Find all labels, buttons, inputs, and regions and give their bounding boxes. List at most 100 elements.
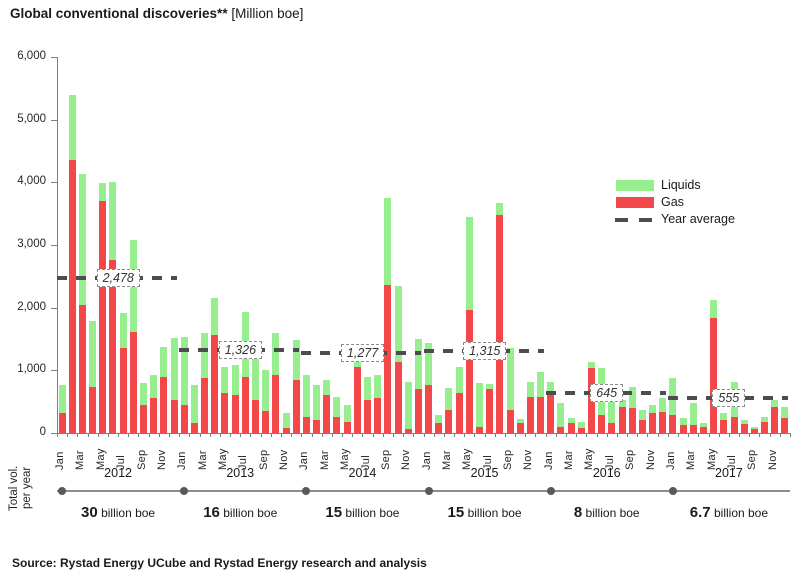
bar-liquids-2016-Mar (567, 418, 575, 424)
x-axis-tick (382, 433, 384, 437)
bar-liquids-2012-May (99, 182, 107, 202)
bar-liquids-2015-Sep (506, 348, 514, 411)
y-axis-tick-label: 2,000 (17, 300, 46, 313)
bar-gas-2015-May (465, 310, 473, 433)
legend-swatch-year-average (615, 218, 655, 222)
bar-liquids-2013-Feb (190, 385, 198, 424)
bar-liquids-2016-Jul (608, 388, 616, 424)
bar-gas-2016-Feb (557, 426, 565, 433)
x-axis-tick (576, 433, 578, 437)
bar-gas-2013-Jun (231, 395, 239, 433)
year-average-label-2013: 1,326 (218, 340, 263, 359)
bar-liquids-2017-Oct (761, 416, 769, 422)
year-average-label-2014: 1,277 (340, 343, 385, 362)
bar-liquids-2015-Apr (455, 366, 463, 394)
x-axis-tick (331, 433, 333, 437)
x-axis-tick (688, 433, 690, 437)
x-axis-tick (423, 433, 425, 437)
bar-gas-2017-Dec (781, 418, 789, 433)
side-axis-label: Total vol. per year (8, 452, 34, 524)
bar-liquids-2014-Mar (323, 380, 331, 396)
x-axis-tick (566, 433, 568, 437)
x-axis-tick (739, 433, 741, 437)
year-total-2013: 16 billion boe (179, 504, 301, 521)
y-axis-tick-label: 1,000 (17, 363, 46, 376)
bar-gas-2013-Sep (262, 411, 270, 433)
bar-gas-2013-Oct (272, 375, 280, 433)
bar-gas-2013-Nov (282, 428, 290, 433)
source-note: Source: Rystad Energy UCube and Rystad E… (12, 556, 427, 570)
bar-liquids-2017-Feb (679, 418, 687, 425)
bar-gas-2012-Jan (58, 412, 66, 433)
y-axis-tick-label: 4,000 (17, 175, 46, 188)
bar-gas-2014-Feb (313, 420, 321, 433)
year-total-unit-2017: billion boe (710, 506, 769, 520)
bar-gas-2017-Oct (761, 421, 769, 433)
x-axis-tick (627, 433, 629, 437)
timeline-dot-2012 (58, 487, 66, 495)
y-axis-tick (51, 370, 57, 372)
x-axis-tick (464, 433, 466, 437)
bar-gas-2014-Sep (384, 285, 392, 433)
bar-liquids-2012-Sep (140, 383, 148, 406)
bar-gas-2016-Jan (547, 391, 555, 433)
bar-gas-2013-Feb (190, 423, 198, 433)
x-axis-tick (667, 433, 669, 437)
x-axis-tick (128, 433, 130, 437)
x-axis-tick (647, 433, 649, 437)
bar-gas-2015-Sep (506, 410, 514, 433)
x-axis-tick (494, 433, 496, 437)
bar-liquids-2012-Dec (170, 338, 178, 401)
x-axis-tick (179, 433, 181, 437)
bar-gas-2017-Sep (750, 429, 758, 433)
year-total-2015: 15 billion boe (424, 504, 546, 521)
bar-gas-2014-Oct (394, 361, 402, 433)
bar-liquids-2014-Apr (333, 396, 341, 417)
x-axis-tick (97, 433, 99, 437)
bar-liquids-2014-Oct (394, 285, 402, 362)
bar-liquids-2016-Aug (618, 400, 626, 407)
bar-gas-2017-Jan (669, 415, 677, 433)
bar-liquids-2013-Dec (292, 339, 300, 381)
bar-liquids-2016-Oct (638, 410, 646, 421)
bar-gas-2017-Jun (720, 420, 728, 433)
bar-gas-2012-May (99, 201, 107, 433)
bar-gas-2015-Oct (516, 423, 524, 433)
bar-gas-2013-Aug (252, 400, 260, 433)
x-axis-tick (749, 433, 751, 437)
year-total-value-2017: 6.7 (689, 504, 711, 521)
bar-gas-2015-Aug (496, 215, 504, 433)
bar-liquids-2015-Mar (445, 388, 453, 411)
year-label-2016: 2016 (592, 466, 621, 480)
y-axis-tick (51, 307, 57, 309)
bar-liquids-2016-Apr (577, 422, 585, 429)
bar-gas-2017-Aug (740, 423, 748, 433)
bar-gas-2012-Oct (150, 398, 158, 433)
x-axis-tick (270, 433, 272, 437)
x-axis-tick (525, 433, 527, 437)
bar-gas-2014-Nov (404, 429, 412, 433)
timeline-dot-2017 (668, 487, 677, 495)
bar-gas-2014-Dec (414, 389, 422, 433)
x-axis-tick (616, 433, 618, 437)
bar-gas-2015-Jan (425, 385, 433, 433)
year-average-label-2016: 645 (590, 383, 624, 402)
bar-gas-2012-Mar (78, 305, 86, 433)
bar-gas-2015-Apr (455, 393, 463, 433)
bar-gas-2013-Jul (241, 376, 249, 433)
x-axis-tick (352, 433, 354, 437)
year-total-unit-2016: billion boe (582, 506, 640, 520)
bar-liquids-2013-Oct (272, 333, 280, 376)
x-axis-tick (535, 433, 537, 437)
bar-gas-2015-Feb (435, 423, 443, 433)
x-axis-tick (291, 433, 293, 437)
bar-gas-2012-Apr (89, 386, 97, 433)
y-axis-tick-label: 0 (39, 426, 46, 438)
bar-liquids-2015-May (465, 216, 473, 311)
chart-title-main: Global conventional discoveries** (10, 6, 228, 21)
x-axis-tick (708, 433, 710, 437)
bar-liquids-2014-Dec (414, 339, 422, 390)
y-axis-tick (51, 182, 57, 184)
bar-gas-2012-Jun (109, 260, 117, 433)
timeline-dot-2016 (546, 487, 555, 495)
